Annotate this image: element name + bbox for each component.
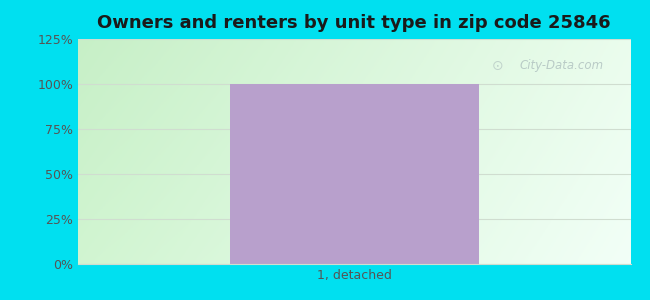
- Bar: [230, 84, 478, 264]
- Title: Owners and renters by unit type in zip code 25846: Owners and renters by unit type in zip c…: [98, 14, 611, 32]
- Text: City-Data.com: City-Data.com: [520, 59, 604, 73]
- Text: ⊙: ⊙: [492, 59, 504, 73]
